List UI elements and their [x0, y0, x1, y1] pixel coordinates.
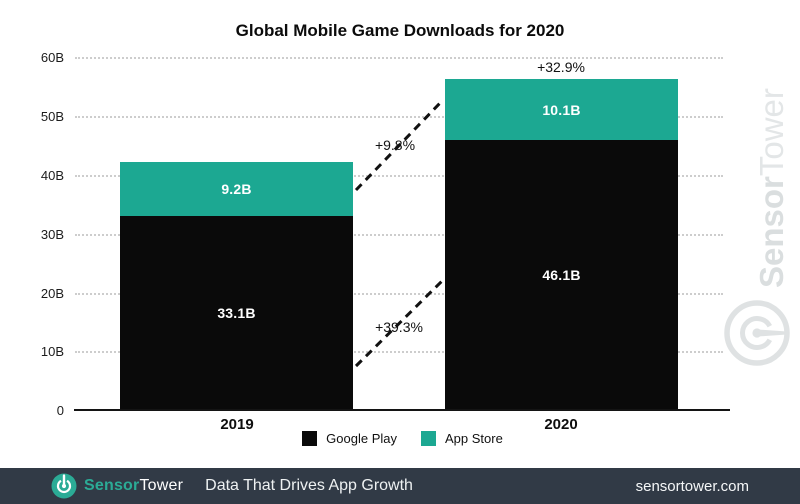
bar-2019-google-play-value: 33.1B: [217, 305, 256, 321]
legend-item-google-play: Google Play: [302, 431, 397, 446]
total-growth-label: +32.9%: [537, 59, 585, 75]
y-tick-20b: 20B: [40, 286, 64, 301]
bar-2019-app-store-value: 9.2B: [221, 181, 252, 197]
legend-label-app-store: App Store: [445, 431, 503, 446]
footer-bar: SensorTower Data That Drives App Growth …: [0, 468, 800, 504]
y-tick-10b: 10B: [40, 344, 64, 359]
bar-2020-google-play-value: 46.1B: [542, 267, 581, 283]
y-tick-50b: 50B: [40, 109, 64, 124]
legend-label-google-play: Google Play: [326, 431, 397, 446]
footer-brand-text: SensorTower: [84, 477, 183, 495]
x-axis-line: [74, 409, 730, 411]
google-play-swatch-icon: [302, 431, 318, 446]
footer-tagline: Data That Drives App Growth: [205, 477, 413, 494]
sensortower-logo-icon: [51, 473, 77, 499]
footer-brand: SensorTower: [51, 473, 183, 499]
legend: Google Play App Store: [75, 431, 730, 446]
bar-2020-app-store-segment: 10.1B: [445, 79, 678, 140]
watermark-brand-text: SensorTower: [753, 88, 790, 288]
x-label-2019: 2019: [220, 416, 254, 433]
gridline: [75, 57, 723, 59]
watermark-sensor-text: Sensor: [753, 176, 790, 288]
bar-2019-app-store-segment: 9.2B: [120, 162, 353, 216]
watermark-tower-text: Tower: [753, 88, 790, 177]
app-store-growth-label: +9.8%: [374, 137, 416, 153]
app-store-swatch-icon: [421, 431, 436, 446]
google-play-growth-label: +39.3%: [375, 319, 423, 335]
y-tick-30b: 30B: [40, 227, 64, 242]
y-tick-40b: 40B: [40, 168, 64, 183]
x-label-2020: 2020: [544, 416, 578, 433]
legend-item-app-store: App Store: [421, 431, 503, 446]
bar-2020-google-play-segment: 46.1B: [445, 140, 678, 410]
bar-2019-google-play-segment: 33.1B: [120, 216, 353, 410]
footer-sensor-text: Sensor: [84, 477, 140, 494]
y-tick-60b: 60B: [40, 50, 64, 65]
footer-website: sensortower.com: [635, 477, 749, 495]
gridline: [75, 234, 723, 236]
footer-tower-text: Tower: [139, 477, 184, 494]
chart-title: Global Mobile Game Downloads for 2020: [235, 21, 565, 40]
sensortower-gauge-watermark-icon: [724, 300, 790, 366]
y-tick-0: 0: [56, 403, 64, 418]
bar-2020-app-store-value: 10.1B: [542, 101, 581, 118]
